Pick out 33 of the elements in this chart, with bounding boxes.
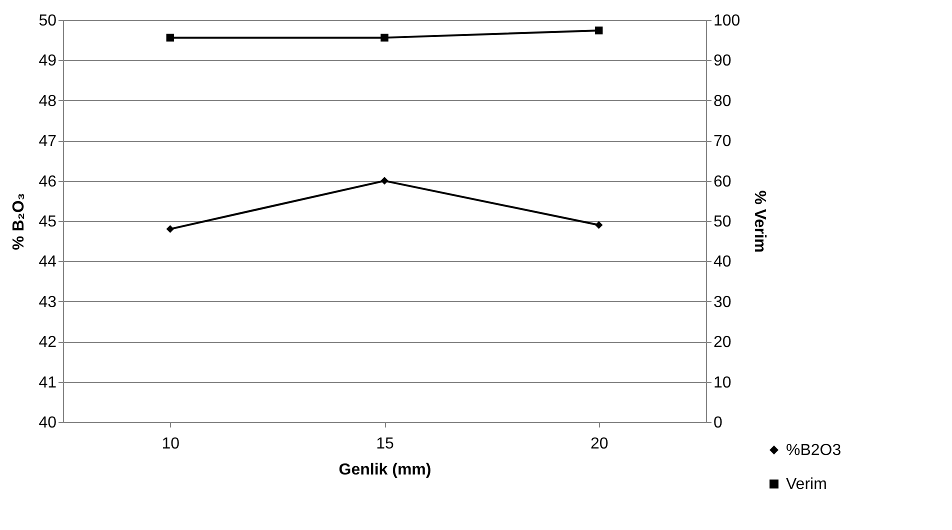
legend-label: %B2O3 xyxy=(786,442,842,459)
y-tick-label: 48 xyxy=(38,92,57,110)
y-tick-label: 45 xyxy=(38,214,57,230)
y-axis-title: % B₂O₃ xyxy=(10,192,28,250)
point xyxy=(166,225,174,233)
y2-tick-label: 20 xyxy=(714,334,732,352)
y-tick-label: 40 xyxy=(38,414,57,432)
y2-tick-label: 80 xyxy=(714,92,732,110)
y2-tick-label: 40 xyxy=(714,254,732,271)
y2-tick-label: 10 xyxy=(714,374,732,392)
y2-tick-label: 90 xyxy=(714,52,732,70)
x-tick-label: 20 xyxy=(590,436,608,452)
y-tick-label: 46 xyxy=(38,173,57,190)
y-tick-label: 47 xyxy=(38,133,57,150)
y2-axis-title: % Verim xyxy=(751,190,768,253)
y-tick-label: 43 xyxy=(38,294,57,311)
y-tick-label: 41 xyxy=(38,374,57,392)
x-axis-title: Genlik (mm) xyxy=(338,462,432,478)
y-tick-label: 50 xyxy=(38,12,57,30)
y2-tick-label: 70 xyxy=(714,133,732,150)
y2-tick-label: 100 xyxy=(714,12,740,30)
legend-label: Verim xyxy=(786,476,827,493)
y2-tick-label: 30 xyxy=(714,294,732,311)
point xyxy=(380,176,388,185)
y2-tick-label: 60 xyxy=(714,173,732,190)
x-tick-label: 10 xyxy=(162,436,180,452)
y-tick-label: 44 xyxy=(38,254,57,271)
y2-tick-label: 50 xyxy=(714,214,732,230)
point xyxy=(594,221,603,229)
y-tick-label: 42 xyxy=(38,334,57,352)
y2-tick-label: 0 xyxy=(714,414,722,432)
y-tick-label: 49 xyxy=(38,52,57,70)
x-tick-label: 15 xyxy=(376,436,394,452)
